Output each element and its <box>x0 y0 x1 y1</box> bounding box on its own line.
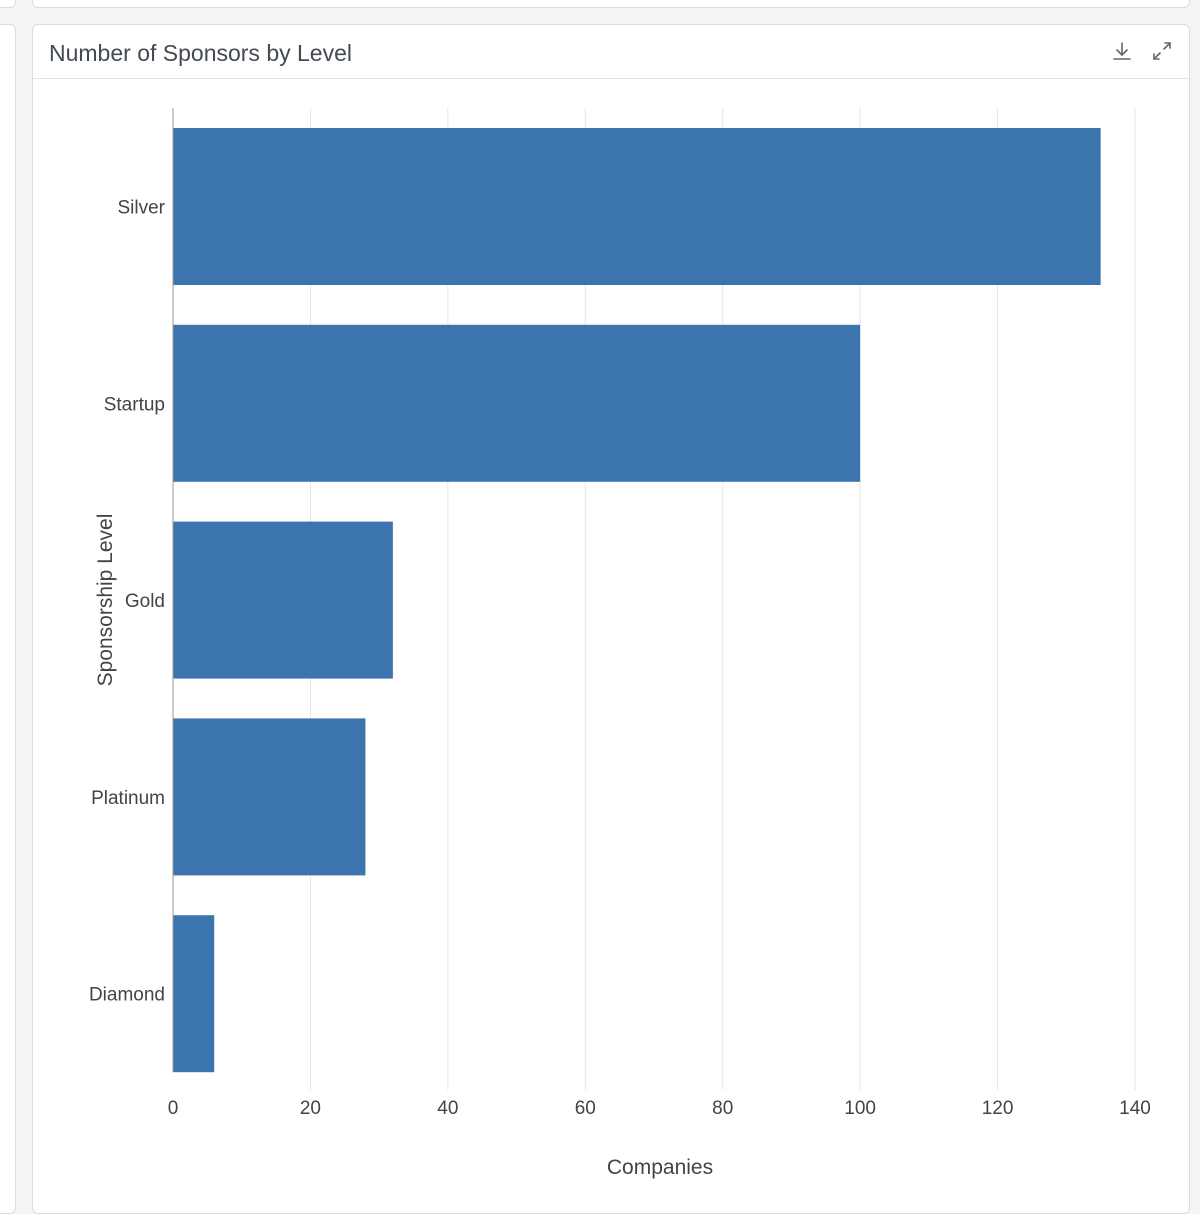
bar-gold[interactable] <box>173 521 393 679</box>
y-tick-label: Gold <box>125 591 165 612</box>
adjacent-panel-top <box>0 0 16 8</box>
y-axis-label: Sponsorship Level <box>94 514 117 687</box>
x-tick-label: 140 <box>1119 1098 1151 1119</box>
y-tick-label: Platinum <box>91 788 165 809</box>
x-tick-label: 60 <box>575 1098 596 1119</box>
panel-header: Number of Sponsors by Level <box>33 25 1189 79</box>
download-icon[interactable] <box>1111 40 1133 62</box>
expand-icon[interactable] <box>1151 40 1173 62</box>
y-tick-label: Startup <box>104 394 165 415</box>
panel-title: Number of Sponsors by Level <box>49 40 352 66</box>
bars <box>173 128 1101 1073</box>
x-tick-label: 20 <box>300 1098 321 1119</box>
panel-above <box>32 0 1190 8</box>
x-tick-label: 100 <box>844 1098 876 1119</box>
x-tick-label: 120 <box>982 1098 1014 1119</box>
y-tick-label: Diamond <box>89 985 165 1006</box>
bar-startup[interactable] <box>173 324 861 482</box>
y-tick-label: Silver <box>117 198 165 219</box>
x-axis-label: Companies <box>607 1156 713 1179</box>
bar-platinum[interactable] <box>173 718 366 876</box>
x-tick-label: 40 <box>437 1098 458 1119</box>
axes: 0 20 40 60 80 100 120 140 Silver Startup Gold Plati… <box>89 108 1151 1119</box>
x-tick-label: 0 <box>168 1098 179 1119</box>
bar-diamond[interactable] <box>173 915 215 1073</box>
x-tick-label: 80 <box>712 1098 733 1119</box>
bar-silver[interactable] <box>173 128 1101 285</box>
